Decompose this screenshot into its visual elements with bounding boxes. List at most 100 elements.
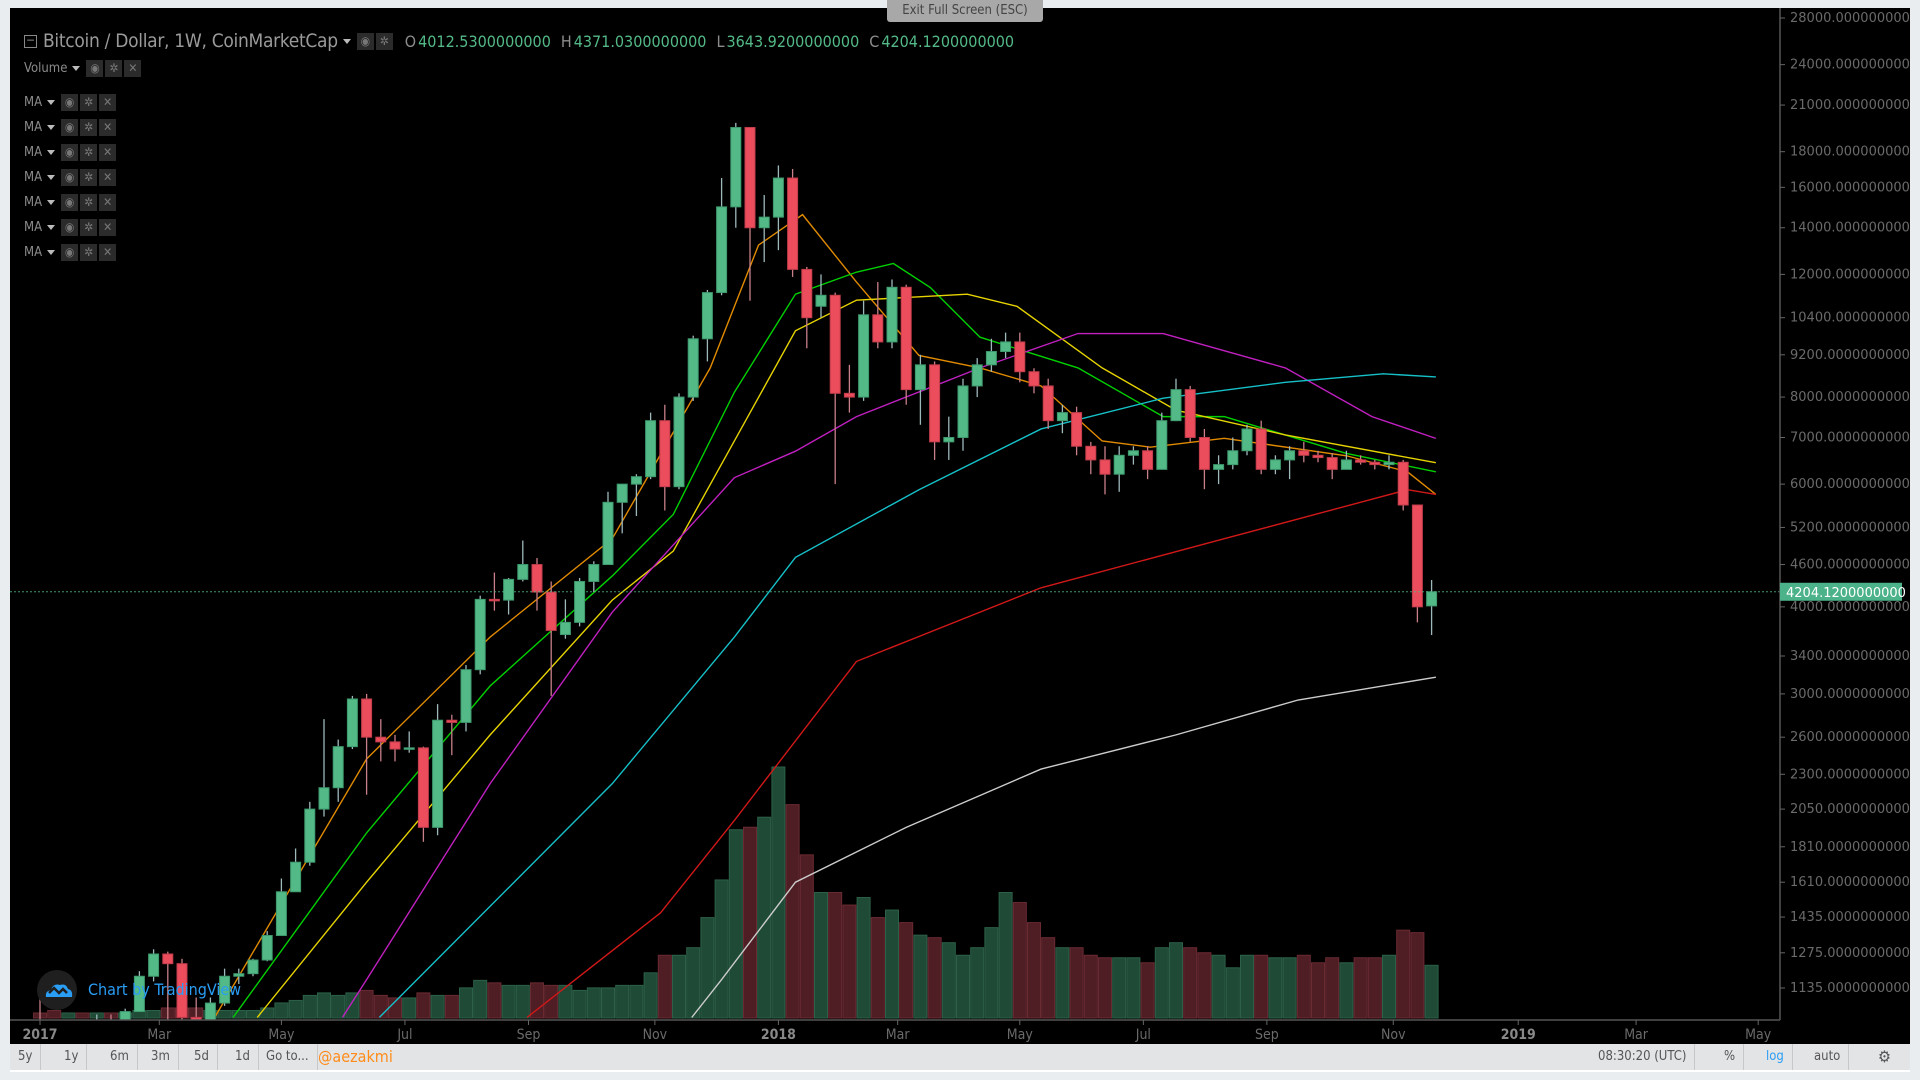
chevron-down-icon[interactable] [47, 224, 56, 230]
close-icon[interactable]: ✕ [99, 143, 117, 161]
volume-bar [1311, 962, 1325, 1019]
study-label[interactable]: MA [24, 169, 43, 185]
volume-bar [1083, 954, 1098, 1019]
chevron-down-icon[interactable] [47, 249, 56, 255]
gear-icon[interactable]: ✲ [375, 32, 393, 50]
eye-icon[interactable]: ◉ [61, 218, 79, 236]
price-tick-label: 4000.0000000000 [1790, 600, 1910, 615]
candle-up [971, 364, 983, 387]
close-icon[interactable]: ✕ [99, 218, 117, 236]
volume-bar [1325, 957, 1340, 1019]
price-tick-label: 3000.0000000000 [1790, 687, 1910, 702]
chevron-down-icon[interactable] [47, 124, 56, 130]
chart-by-tradingview-link[interactable]: Chart by TradingView [88, 980, 242, 999]
study-label[interactable]: MA [24, 244, 43, 260]
candle-up [247, 959, 259, 975]
close-icon[interactable]: ✕ [99, 168, 117, 186]
chevron-down-icon[interactable] [47, 174, 56, 180]
volume-bar [1183, 947, 1198, 1019]
percent-toggle[interactable]: % [1716, 1044, 1745, 1070]
study-label[interactable]: MA [24, 194, 43, 210]
candle-up [1269, 459, 1281, 470]
volume-bar [785, 804, 800, 1019]
gear-icon[interactable]: ✲ [80, 143, 98, 161]
candle-down [787, 177, 799, 270]
eye-icon[interactable]: ◉ [61, 168, 79, 186]
gear-icon[interactable]: ✲ [80, 243, 98, 261]
candle-down [1326, 457, 1338, 470]
eye-icon[interactable]: ◉ [61, 143, 79, 161]
range-button-5y[interactable]: 5y [10, 1044, 42, 1070]
price-tick-label: 2600.0000000000 [1790, 730, 1910, 745]
chevron-down-icon[interactable] [47, 99, 56, 105]
volume-bar [75, 1012, 90, 1019]
candle-up [432, 719, 444, 828]
price-tick-label: 1275.0000000000 [1790, 946, 1910, 961]
eye-icon[interactable]: ◉ [61, 243, 79, 261]
close-icon[interactable]: ✕ [99, 93, 117, 111]
gear-icon[interactable]: ✲ [80, 93, 98, 111]
range-button-1d[interactable]: 1d [227, 1044, 259, 1070]
log-toggle[interactable]: log [1758, 1044, 1793, 1070]
chevron-down-icon[interactable] [342, 38, 351, 44]
volume-bar [331, 994, 346, 1019]
gear-icon[interactable]: ✲ [80, 193, 98, 211]
gear-icon[interactable]: ✲ [105, 59, 123, 77]
study-label[interactable]: MA [24, 94, 43, 110]
gear-icon[interactable]: ✲ [80, 218, 98, 236]
symbol-title[interactable]: Bitcoin / Dollar, 1W, CoinMarketCap [43, 30, 338, 52]
volume-bar [899, 922, 914, 1019]
exit-fullscreen-tooltip[interactable]: Exit Full Screen (ESC) [887, 0, 1043, 22]
price-tick-label: 3400.0000000000 [1790, 649, 1910, 664]
chevron-down-icon[interactable] [47, 199, 56, 205]
eye-icon[interactable]: ◉ [61, 193, 79, 211]
candle-down [929, 364, 941, 443]
time-tick-label: May [1745, 1027, 1772, 1043]
eye-icon[interactable]: ◉ [86, 59, 104, 77]
study-label[interactable]: MA [24, 119, 43, 135]
range-button-5d[interactable]: 5d [186, 1044, 218, 1070]
candle-down [176, 963, 188, 1018]
time-tick-label: 2017 [22, 1027, 57, 1043]
close-icon[interactable]: ✕ [99, 118, 117, 136]
eye-icon[interactable]: ◉ [61, 93, 79, 111]
study-label[interactable]: MA [24, 144, 43, 160]
volume-bar [1410, 932, 1425, 1019]
candle-up [204, 1002, 216, 1020]
volume-bar [1012, 902, 1027, 1019]
range-button-3m[interactable]: 3m [143, 1044, 179, 1070]
volume-bar [586, 987, 601, 1019]
chevron-down-icon[interactable] [47, 149, 56, 155]
close-icon[interactable]: ✕ [99, 243, 117, 261]
study-label[interactable]: MA [24, 219, 43, 235]
candle-up [1227, 450, 1239, 466]
gear-icon[interactable]: ✲ [80, 168, 98, 186]
last-price-label: 4204.1200000000 [1786, 586, 1906, 601]
eye-icon[interactable]: ◉ [61, 118, 79, 136]
candle-down [900, 286, 912, 391]
price-chart[interactable]: 28000.0000000000 24000.0000000000 21000.00… [10, 8, 1910, 1044]
settings-gear-icon[interactable]: ⚙ [1878, 1047, 1891, 1066]
tradingview-logo[interactable] [37, 970, 77, 1010]
goto-button[interactable]: Go to... [258, 1044, 318, 1070]
close-icon[interactable]: ✕ [99, 193, 117, 211]
volume-bar [288, 999, 303, 1019]
candle-up [1340, 459, 1352, 470]
range-button-6m[interactable]: 6m [102, 1044, 138, 1070]
candle-up [503, 578, 515, 601]
chevron-down-icon[interactable] [72, 65, 81, 71]
volume-bar [558, 984, 573, 1019]
candle-down [1184, 389, 1196, 438]
volume-bar [714, 879, 729, 1019]
symbol-legend: − Bitcoin / Dollar, 1W, CoinMarketCap ◉ … [24, 30, 1014, 52]
gear-icon[interactable]: ✲ [80, 118, 98, 136]
bottom-toolbar: 5y 1y 6m 3m 5d 1d Go to... @aezakmi 08:30:20 … [10, 1044, 1910, 1072]
study-label[interactable]: Volume [24, 60, 68, 76]
collapse-icon[interactable]: − [24, 32, 37, 48]
candle-down [417, 747, 429, 828]
range-button-1y[interactable]: 1y [56, 1044, 88, 1070]
auto-toggle[interactable]: auto [1806, 1044, 1850, 1070]
chart-container[interactable]: 28000.0000000000 24000.0000000000 21000.00… [10, 8, 1910, 1044]
close-icon[interactable]: ✕ [124, 59, 142, 77]
eye-icon[interactable]: ◉ [356, 32, 374, 50]
